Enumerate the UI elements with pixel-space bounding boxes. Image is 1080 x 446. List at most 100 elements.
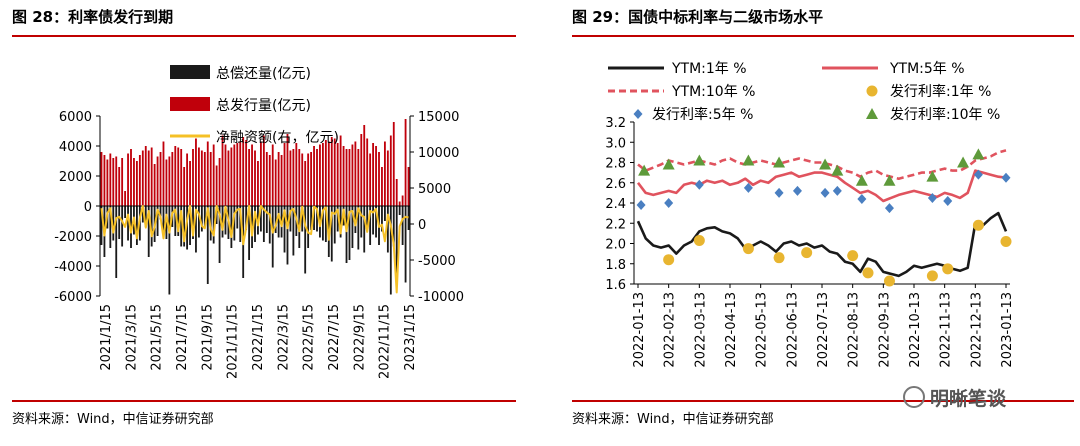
issue-bar: [103, 155, 106, 206]
issue-bar: [372, 143, 375, 206]
repay-bar: [245, 206, 248, 230]
legend-issue-5y-label: 发行利率:5年 %: [652, 106, 753, 123]
issue-bar: [218, 158, 221, 206]
issue-bar: [262, 135, 265, 206]
repay-bar: [313, 206, 315, 230]
repay-bar: [330, 206, 333, 262]
issue-bar: [339, 135, 342, 206]
repay-bar: [254, 206, 256, 242]
right-y-tick-label: -10000: [418, 290, 464, 305]
repay-bar: [124, 206, 127, 218]
x-tick-label: 2022-09-13: [877, 292, 892, 368]
issue-bar: [138, 155, 141, 206]
issue-rate-10y-point: [926, 170, 939, 182]
issue-rate-5y-point: [943, 195, 953, 206]
legend-issue-1y-label: 发行利率:1年 %: [890, 83, 991, 100]
x-tick-label: 2021/9/15: [200, 304, 215, 371]
x-tick-label: 2022/9/15: [352, 304, 367, 371]
x-tick-label: 2021/1/15: [99, 304, 114, 371]
legend-issue-10y-label: 发行利率:10年 %: [890, 106, 1000, 123]
issue-rate-10y-point: [819, 158, 832, 170]
issue-bar: [245, 140, 248, 206]
repay-bar: [363, 206, 366, 253]
legend-issue-swatch: [170, 97, 210, 111]
issue-bar: [357, 149, 360, 206]
left-y-tick-label: -4000: [54, 260, 92, 275]
issue-bar: [121, 158, 124, 206]
right-y-tick-label: -5000: [418, 254, 456, 269]
issue-bar: [130, 149, 132, 206]
right-y-tick-label: 10000: [418, 146, 459, 161]
repay-bar: [203, 206, 206, 227]
repay-bar: [392, 206, 395, 247]
issue-bar: [195, 138, 197, 206]
watermark-text: 明晰笔谈: [930, 388, 1007, 410]
issue-bar: [200, 150, 203, 206]
issue-bar: [257, 161, 259, 206]
left-source-rule: [12, 400, 516, 402]
right-figure-panel: 图 29：国债中标利率与二级市场水平 3.2 3.0 2.8 2.6 2.4 2.2 2.0…: [560, 0, 1080, 446]
left-y-tick-label: 2000: [59, 170, 92, 185]
repay-bar: [206, 206, 209, 284]
repay-bar: [218, 206, 221, 263]
x-tick-label: 2021/11/15: [226, 304, 241, 379]
issue-bar: [115, 156, 118, 206]
issue-rate-5y-point: [820, 187, 830, 198]
x-tick-label: 2022-02-13: [663, 292, 678, 368]
repay-bar: [141, 206, 144, 223]
repay-bar: [321, 206, 324, 241]
x-tick-label: 2022-03-13: [693, 292, 708, 368]
repay-bar: [109, 206, 112, 248]
issue-rate-1y-point: [693, 234, 705, 246]
repay-bar: [262, 206, 265, 242]
issue-rate-5y-point: [664, 198, 674, 208]
repay-bar: [150, 206, 153, 247]
repay-bar: [180, 206, 183, 247]
issue-bar: [316, 149, 318, 206]
issue-rate-10y-point: [693, 154, 706, 166]
issue-bar: [307, 153, 310, 206]
repay-bar: [348, 206, 351, 260]
issue-bar: [378, 152, 380, 206]
x-tick-label: 2022/1/15: [251, 304, 266, 371]
issue-bar: [298, 149, 301, 206]
repay-bar: [360, 206, 363, 238]
repay-bar: [156, 206, 159, 236]
repay-bar: [118, 206, 121, 239]
right-y-tick-label: 0: [418, 218, 426, 233]
repay-bar: [292, 206, 295, 256]
repay-bar: [386, 206, 389, 253]
issue-bar: [150, 147, 153, 206]
legend-ytm-10y-label: YTM:10年 %: [671, 84, 755, 100]
issue-bar: [389, 135, 392, 206]
issue-bar: [203, 152, 206, 206]
repay-bar: [357, 206, 360, 250]
issue-bar: [313, 146, 315, 206]
repay-bar: [333, 206, 336, 244]
issue-rate-5y-point: [973, 169, 983, 180]
repay-bar: [162, 206, 165, 236]
x-tick-label: 2021/7/15: [175, 304, 190, 371]
right-source-note: 资料来源：Wind，中信证券研究部: [572, 412, 774, 427]
repay-bar: [233, 206, 236, 241]
issue-bar: [189, 161, 191, 206]
issue-bar: [242, 137, 245, 206]
repay-bar: [277, 206, 280, 238]
legend-label: 净融资额(右，亿元): [216, 130, 339, 146]
issue-rate-10y-point: [773, 156, 786, 168]
legend-issue-10y-swatch: [866, 108, 878, 119]
repay-bar: [381, 206, 383, 232]
repay-bar: [286, 206, 289, 265]
issue-rate-1y-point: [742, 243, 754, 255]
repay-bar: [239, 206, 242, 242]
repay-bar: [401, 206, 404, 245]
repay-bar: [283, 206, 286, 253]
repay-bar: [407, 206, 410, 230]
issue-bar: [118, 167, 121, 206]
x-tick-label: 2022/7/15: [327, 304, 342, 371]
issue-bar: [407, 167, 410, 206]
legend-ytm-5y-label: YTM:5年 %: [889, 61, 965, 77]
repay-bar: [301, 206, 304, 232]
issue-bar: [165, 159, 168, 206]
issue-bar: [230, 147, 233, 206]
